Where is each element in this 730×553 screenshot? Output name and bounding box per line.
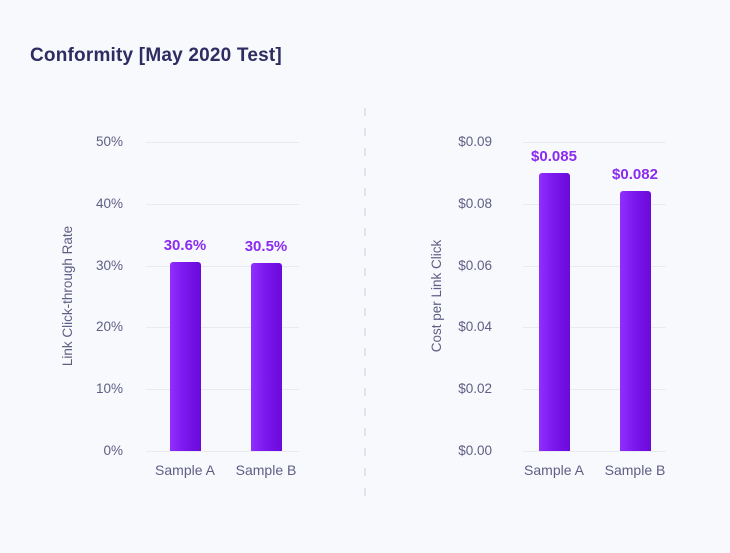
gridline [523,142,666,143]
gridline [523,327,666,329]
bar-sample-a[interactable] [169,261,201,451]
y-tick-label: $0.04 [458,319,492,335]
y-tick-label: 50% [95,134,123,149]
bar-sample-a[interactable] [538,172,570,451]
y-axis-title: Link Click-through Rate [60,225,75,367]
x-tick-label: Sample B [235,462,297,478]
bar-value-label: 30.5% [244,237,288,255]
y-tick-label: $0.02 [458,381,492,397]
gridline [523,265,666,267]
gridline [523,203,666,205]
gridline [523,389,666,391]
y-tick-label: $0.06 [458,257,492,273]
bar-value-label: $0.082 [612,166,658,184]
bar-sample-b[interactable] [619,191,651,451]
chart-divider [364,108,366,505]
y-tick-label: 0% [103,443,123,458]
gridline [146,142,299,143]
y-tick-label: $0.08 [458,195,492,211]
gridline [146,389,299,391]
y-tick-label: 20% [95,319,123,335]
y-tick-label: 10% [95,381,123,397]
y-tick-label: $0.09 [458,134,492,149]
gridline [523,451,666,452]
x-tick-label: Sample A [524,462,584,478]
gridline [146,327,299,329]
y-axis-title: Cost per Link Click [429,239,444,353]
page-title: Conformity [May 2020 Test] [30,45,282,66]
y-tick-label: $0.00 [458,443,492,458]
y-tick-label: 40% [95,195,123,211]
bar-value-label: $0.085 [531,147,577,165]
x-tick-label: Sample A [155,462,215,478]
gridline [146,451,299,452]
bar-value-label: 30.6% [163,236,207,254]
x-tick-label: Sample B [604,462,666,478]
gridline [146,265,299,267]
bar-sample-b[interactable] [250,262,282,451]
gridline [146,203,299,205]
y-tick-label: 30% [95,257,123,273]
